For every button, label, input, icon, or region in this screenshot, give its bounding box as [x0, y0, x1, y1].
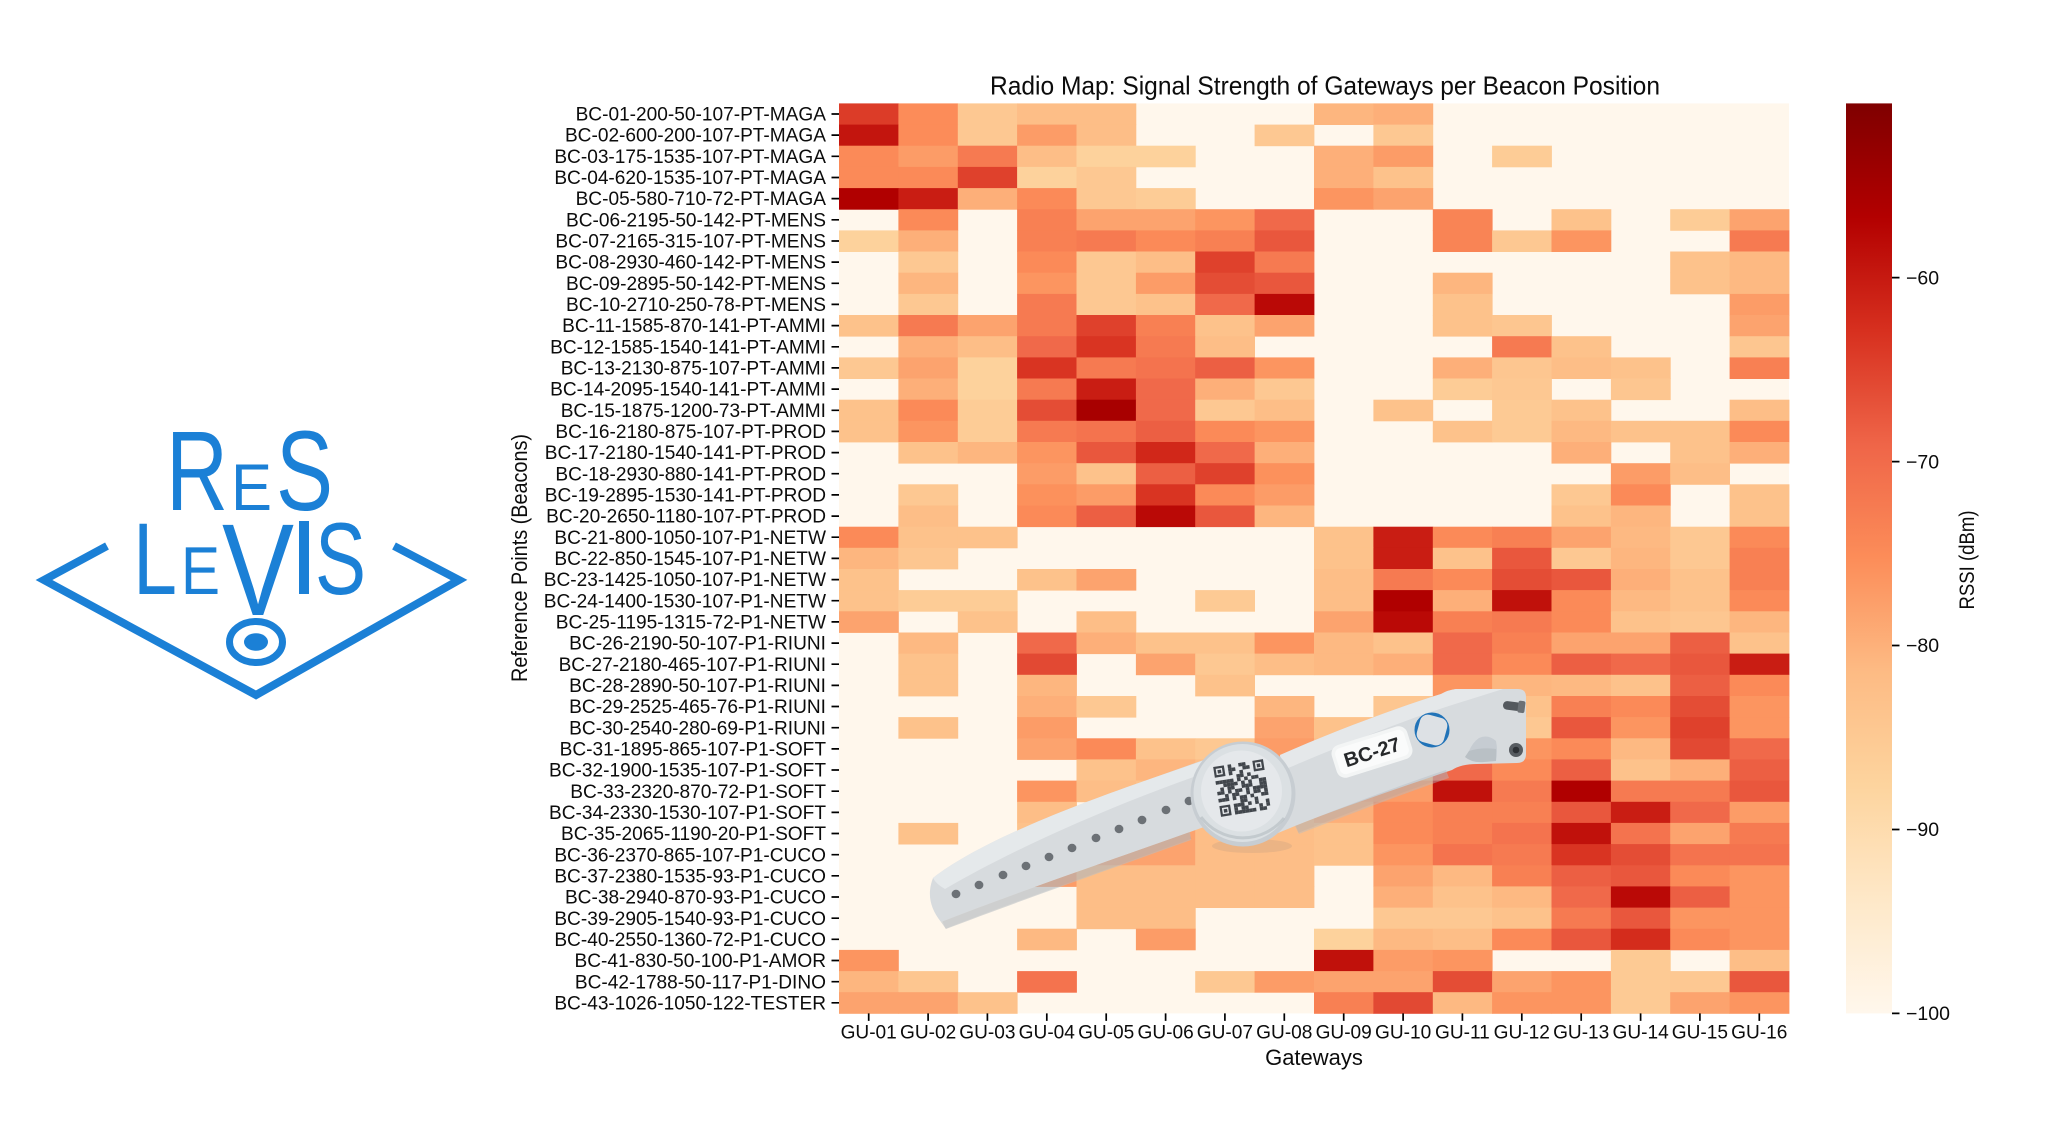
- svg-text:BC-16-2180-875-107-PT-PROD: BC-16-2180-875-107-PT-PROD: [555, 422, 826, 443]
- svg-text:S: S: [315, 502, 366, 616]
- svg-text:BC-27-2180-465-107-P1-RIUNI: BC-27-2180-465-107-P1-RIUNI: [559, 655, 826, 676]
- svg-text:BC-21-800-1050-107-P1-NETW: BC-21-800-1050-107-P1-NETW: [554, 528, 826, 549]
- svg-text:Radio Map: Signal Strength of: Radio Map: Signal Strength of Gateways p…: [990, 71, 1660, 101]
- svg-text:−70: −70: [1906, 451, 1939, 473]
- svg-text:BC-10-2710-250-78-PT-MENS: BC-10-2710-250-78-PT-MENS: [566, 295, 826, 316]
- svg-text:GU-02: GU-02: [900, 1023, 956, 1044]
- svg-text:BC-22-850-1545-107-P1-NETW: BC-22-850-1545-107-P1-NETW: [554, 549, 826, 570]
- svg-text:BC-14-2095-1540-141-PT-AMMI: BC-14-2095-1540-141-PT-AMMI: [550, 380, 826, 401]
- svg-text:BC-20-2650-1180-107-PT-PROD: BC-20-2650-1180-107-PT-PROD: [546, 507, 826, 528]
- svg-text:RSSI (dBm): RSSI (dBm): [1955, 511, 1979, 610]
- svg-text:R: R: [166, 408, 228, 534]
- svg-text:BC-04-620-1535-107-PT-MAGA: BC-04-620-1535-107-PT-MAGA: [554, 168, 826, 189]
- svg-text:−90: −90: [1906, 819, 1939, 841]
- svg-text:BC-33-2320-870-72-P1-SOFT: BC-33-2320-870-72-P1-SOFT: [570, 782, 826, 803]
- svg-text:GU-09: GU-09: [1316, 1023, 1372, 1044]
- svg-text:BC-19-2895-1530-141-PT-PROD: BC-19-2895-1530-141-PT-PROD: [545, 486, 826, 507]
- svg-text:BC-26-2190-50-107-P1-RIUNI: BC-26-2190-50-107-P1-RIUNI: [569, 634, 826, 655]
- svg-text:BC-15-1875-1200-73-PT-AMMI: BC-15-1875-1200-73-PT-AMMI: [561, 401, 826, 422]
- svg-text:GU-07: GU-07: [1197, 1023, 1253, 1044]
- svg-text:BC-12-1585-1540-141-PT-AMMI: BC-12-1585-1540-141-PT-AMMI: [550, 337, 826, 358]
- svg-text:BC-35-2065-1190-20-P1-SOFT: BC-35-2065-1190-20-P1-SOFT: [561, 824, 826, 845]
- svg-text:BC-01-200-50-107-PT-MAGA: BC-01-200-50-107-PT-MAGA: [576, 105, 827, 126]
- svg-text:BC-30-2540-280-69-P1-RIUNI: BC-30-2540-280-69-P1-RIUNI: [569, 718, 826, 739]
- svg-text:GU-08: GU-08: [1256, 1023, 1312, 1044]
- svg-text:Gateways: Gateways: [1265, 1045, 1363, 1070]
- svg-text:BC-18-2930-880-141-PT-PROD: BC-18-2930-880-141-PT-PROD: [555, 464, 826, 485]
- svg-text:S: S: [276, 408, 333, 534]
- svg-text:BC-42-1788-50-117-P1-DINO: BC-42-1788-50-117-P1-DINO: [575, 972, 826, 993]
- svg-text:BC-03-175-1535-107-PT-MAGA: BC-03-175-1535-107-PT-MAGA: [554, 147, 826, 168]
- svg-text:BC-43-1026-1050-122-TESTER: BC-43-1026-1050-122-TESTER: [554, 993, 826, 1014]
- svg-text:BC-11-1585-870-141-PT-AMMI: BC-11-1585-870-141-PT-AMMI: [562, 316, 826, 337]
- svg-text:BC-34-2330-1530-107-P1-SOFT: BC-34-2330-1530-107-P1-SOFT: [549, 803, 826, 824]
- svg-text:BC-38-2940-870-93-P1-CUCO: BC-38-2940-870-93-P1-CUCO: [565, 888, 826, 909]
- svg-text:BC-23-1425-1050-107-P1-NETW: BC-23-1425-1050-107-P1-NETW: [544, 570, 826, 591]
- svg-text:−80: −80: [1906, 635, 1939, 657]
- svg-text:−100: −100: [1906, 1003, 1950, 1025]
- svg-text:BC-36-2370-865-107-P1-CUCO: BC-36-2370-865-107-P1-CUCO: [554, 845, 826, 866]
- svg-text:BC-39-2905-1540-93-P1-CUCO: BC-39-2905-1540-93-P1-CUCO: [554, 909, 826, 930]
- svg-text:BC-02-600-200-107-PT-MAGA: BC-02-600-200-107-PT-MAGA: [565, 126, 826, 147]
- svg-text:GU-14: GU-14: [1612, 1023, 1669, 1044]
- svg-text:GU-12: GU-12: [1494, 1023, 1550, 1044]
- svg-text:GU-04: GU-04: [1019, 1023, 1076, 1044]
- svg-text:GU-05: GU-05: [1078, 1023, 1134, 1044]
- svg-text:GU-13: GU-13: [1553, 1023, 1609, 1044]
- svg-text:BC-37-2380-1535-93-P1-CUCO: BC-37-2380-1535-93-P1-CUCO: [554, 866, 826, 887]
- svg-text:BC-25-1195-1315-72-P1-NETW: BC-25-1195-1315-72-P1-NETW: [556, 613, 826, 634]
- svg-text:GU-11: GU-11: [1435, 1023, 1490, 1044]
- svg-text:GU-16: GU-16: [1731, 1023, 1787, 1044]
- svg-text:E: E: [181, 533, 220, 609]
- svg-text:BC-31-1895-865-107-P1-SOFT: BC-31-1895-865-107-P1-SOFT: [560, 740, 827, 761]
- svg-text:BC-40-2550-1360-72-P1-CUCO: BC-40-2550-1360-72-P1-CUCO: [554, 930, 826, 951]
- svg-text:BC-24-1400-1530-107-P1-NETW: BC-24-1400-1530-107-P1-NETW: [544, 591, 826, 612]
- svg-text:E: E: [231, 450, 272, 524]
- svg-text:BC-17-2180-1540-141-PT-PROD: BC-17-2180-1540-141-PT-PROD: [545, 443, 826, 464]
- svg-text:GU-03: GU-03: [959, 1023, 1015, 1044]
- svg-text:BC-08-2930-460-142-PT-MENS: BC-08-2930-460-142-PT-MENS: [555, 253, 826, 274]
- svg-text:−60: −60: [1906, 267, 1939, 289]
- svg-text:GU-10: GU-10: [1375, 1023, 1431, 1044]
- svg-text:BC-05-580-710-72-PT-MAGA: BC-05-580-710-72-PT-MAGA: [576, 189, 827, 210]
- svg-text:BC-28-2890-50-107-P1-RIUNI: BC-28-2890-50-107-P1-RIUNI: [569, 676, 826, 697]
- svg-text:BC-09-2895-50-142-PT-MENS: BC-09-2895-50-142-PT-MENS: [566, 274, 826, 295]
- svg-text:BC-41-830-50-100-P1-AMOR: BC-41-830-50-100-P1-AMOR: [574, 951, 826, 972]
- svg-text:BC-06-2195-50-142-PT-MENS: BC-06-2195-50-142-PT-MENS: [566, 210, 826, 231]
- svg-text:GU-01: GU-01: [841, 1023, 897, 1044]
- svg-text:BC-32-1900-1535-107-P1-SOFT: BC-32-1900-1535-107-P1-SOFT: [549, 761, 826, 782]
- svg-text:GU-15: GU-15: [1672, 1023, 1728, 1044]
- svg-text:BC-13-2130-875-107-PT-AMMI: BC-13-2130-875-107-PT-AMMI: [561, 359, 826, 380]
- svg-text:BC-07-2165-315-107-PT-MENS: BC-07-2165-315-107-PT-MENS: [555, 232, 826, 253]
- svg-text:Reference Points (Beacons): Reference Points (Beacons): [507, 434, 532, 682]
- svg-text:L: L: [133, 502, 177, 616]
- svg-text:BC-29-2525-465-76-P1-RIUNI: BC-29-2525-465-76-P1-RIUNI: [569, 697, 826, 718]
- svg-text:GU-06: GU-06: [1137, 1023, 1193, 1044]
